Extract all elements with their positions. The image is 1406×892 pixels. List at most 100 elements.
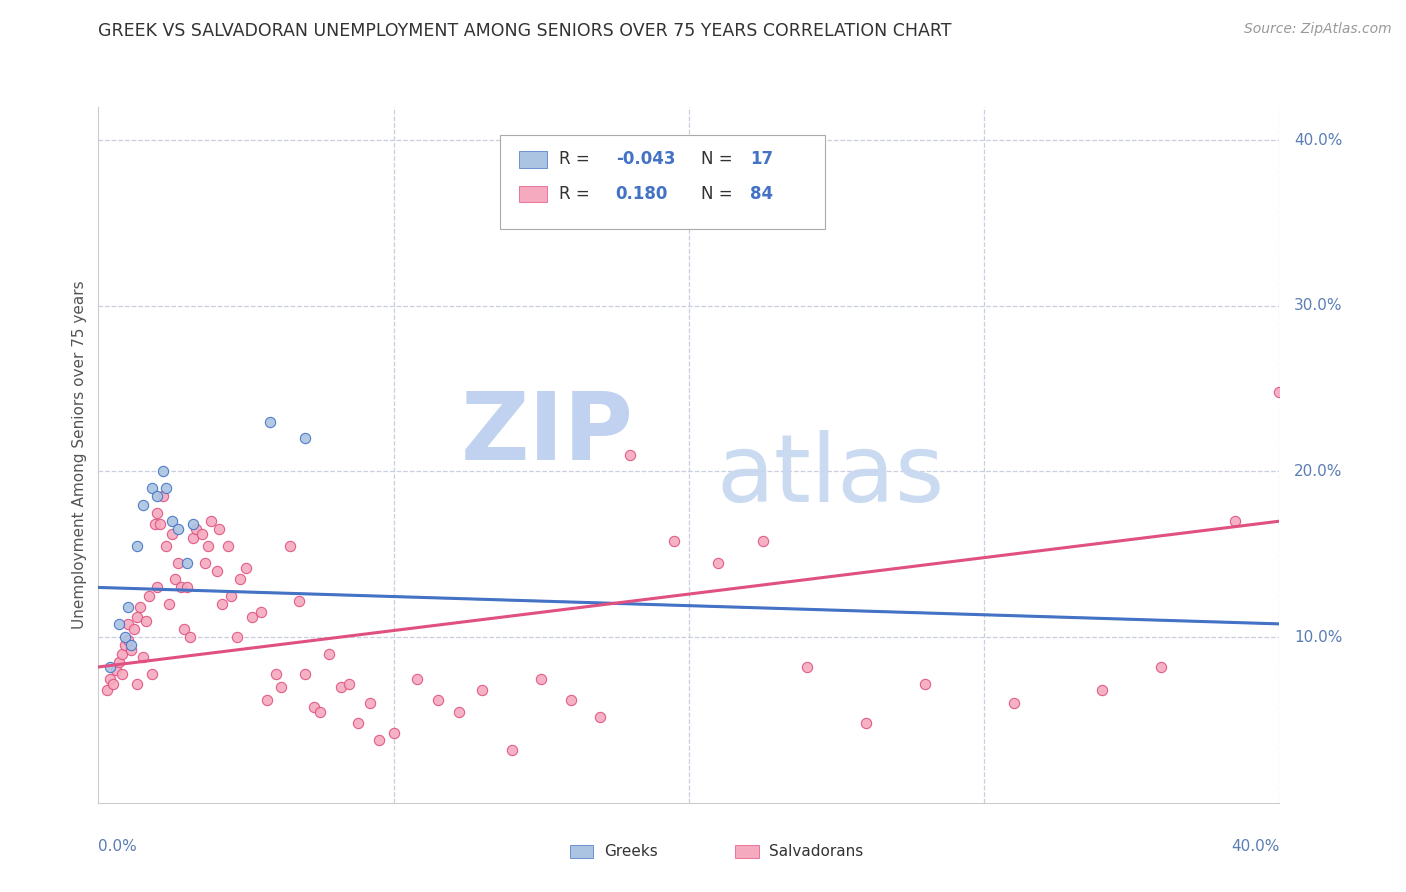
Point — [96, 683, 118, 698]
Point — [264, 666, 287, 681]
Point — [103, 676, 125, 690]
Point — [194, 556, 217, 570]
Point — [128, 600, 150, 615]
Point — [167, 556, 190, 570]
Text: N =: N = — [700, 150, 738, 169]
Point — [368, 732, 391, 747]
Point — [589, 709, 612, 723]
Point — [125, 676, 148, 690]
Point — [176, 556, 198, 570]
Text: -0.043: -0.043 — [616, 150, 675, 169]
Point — [146, 581, 169, 595]
Point — [143, 517, 166, 532]
Point — [288, 593, 311, 607]
Point — [217, 539, 239, 553]
Point — [197, 539, 219, 553]
Point — [229, 572, 252, 586]
Point — [294, 431, 316, 445]
FancyBboxPatch shape — [569, 845, 593, 858]
Point — [309, 705, 332, 719]
Point — [382, 726, 405, 740]
Point — [98, 672, 121, 686]
FancyBboxPatch shape — [519, 151, 547, 168]
Point — [173, 622, 195, 636]
Text: 0.0%: 0.0% — [98, 839, 138, 855]
Point — [117, 600, 139, 615]
FancyBboxPatch shape — [519, 186, 547, 202]
Point — [359, 697, 381, 711]
Point — [294, 666, 316, 681]
Point — [152, 489, 174, 503]
Point — [707, 556, 730, 570]
Point — [122, 622, 145, 636]
Text: GREEK VS SALVADORAN UNEMPLOYMENT AMONG SENIORS OVER 75 YEARS CORRELATION CHART: GREEK VS SALVADORAN UNEMPLOYMENT AMONG S… — [98, 22, 952, 40]
Point — [114, 639, 136, 653]
Point — [162, 514, 183, 528]
Point — [157, 597, 180, 611]
Point — [191, 527, 214, 541]
Point — [111, 666, 134, 681]
Point — [179, 630, 201, 644]
Point — [108, 616, 131, 631]
Point — [167, 523, 190, 537]
Point — [176, 581, 198, 595]
Point — [447, 705, 470, 719]
Point — [302, 699, 325, 714]
Point — [501, 743, 523, 757]
Point — [751, 534, 773, 549]
Point — [205, 564, 228, 578]
Point — [337, 676, 360, 690]
Point — [278, 539, 302, 553]
Text: ZIP: ZIP — [461, 388, 634, 480]
Point — [181, 531, 204, 545]
Point — [855, 716, 877, 731]
Point — [427, 693, 450, 707]
Point — [155, 539, 177, 553]
Point — [141, 666, 163, 681]
Point — [117, 633, 139, 648]
Point — [226, 630, 249, 644]
FancyBboxPatch shape — [735, 845, 759, 858]
Point — [98, 660, 121, 674]
Point — [240, 610, 263, 624]
Text: 84: 84 — [751, 185, 773, 203]
Text: 20.0%: 20.0% — [1294, 464, 1343, 479]
Point — [181, 517, 204, 532]
Text: 17: 17 — [751, 150, 773, 169]
Text: Source: ZipAtlas.com: Source: ZipAtlas.com — [1244, 22, 1392, 37]
Point — [125, 539, 148, 553]
Point — [125, 610, 148, 624]
Point — [560, 693, 582, 707]
Text: 40.0%: 40.0% — [1294, 133, 1343, 148]
Point — [155, 481, 177, 495]
Point — [132, 650, 155, 665]
Point — [138, 589, 160, 603]
Point — [219, 589, 242, 603]
Point — [135, 614, 157, 628]
Point — [259, 415, 281, 429]
Point — [141, 481, 163, 495]
Point — [235, 560, 257, 574]
Point — [105, 663, 128, 677]
Point — [152, 465, 174, 479]
Point — [146, 506, 169, 520]
Point — [1268, 384, 1291, 399]
Point — [162, 527, 183, 541]
Text: R =: R = — [560, 150, 595, 169]
Point — [108, 655, 131, 669]
Point — [471, 683, 494, 698]
Point — [111, 647, 134, 661]
Text: R =: R = — [560, 185, 595, 203]
Text: 30.0%: 30.0% — [1294, 298, 1343, 313]
Point — [211, 597, 233, 611]
Text: N =: N = — [700, 185, 738, 203]
Point — [120, 643, 142, 657]
Point — [256, 693, 278, 707]
Point — [250, 605, 273, 619]
Point — [200, 514, 222, 528]
Point — [120, 639, 142, 653]
Point — [1091, 683, 1114, 698]
Point — [318, 647, 340, 661]
Text: Greeks: Greeks — [605, 844, 658, 859]
Point — [530, 672, 553, 686]
